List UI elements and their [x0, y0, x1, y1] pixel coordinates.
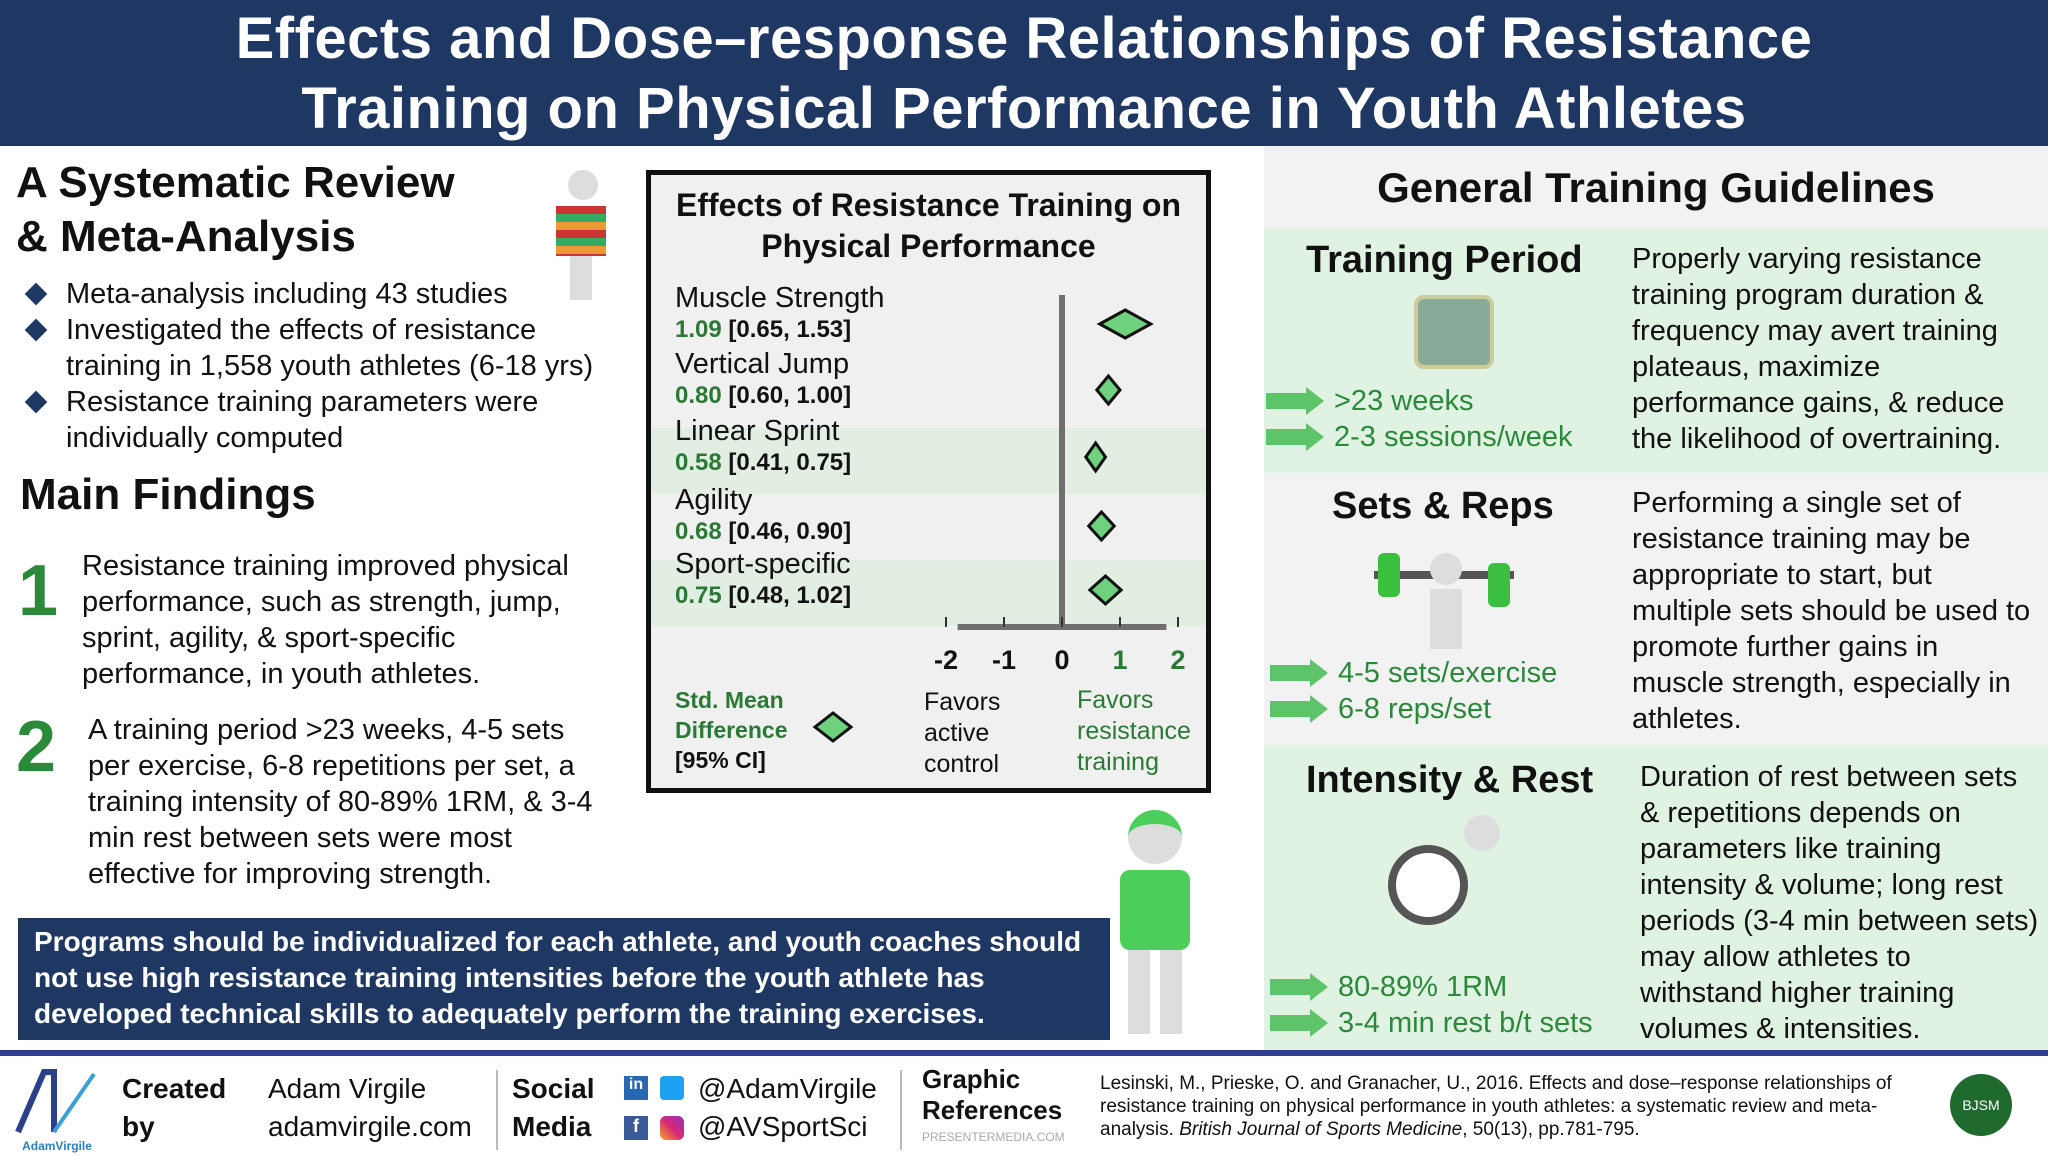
coach-figure-icon: [1098, 810, 1228, 1035]
footer: AdamVirgile Created by Adam Virgile adamvi…: [0, 1050, 2048, 1153]
section-description: Duration of rest between sets & repetiti…: [1640, 761, 2039, 1045]
finding-text: A training period >23 weeks, 4-5 sets pe…: [88, 714, 593, 890]
ci-value: [0.60, 1.00]: [728, 382, 852, 409]
smd-value: 0.58: [675, 449, 722, 476]
figure-books-icon: [556, 170, 606, 300]
guideline-item: 80-89% 1RM: [1268, 969, 1507, 1005]
section-description: Performing a single set of resistance tr…: [1632, 487, 2031, 735]
figure-icon: [1464, 815, 1500, 851]
outcome-label: Muscle Strength: [675, 282, 885, 314]
finding-number: 2: [16, 707, 57, 787]
effect-diamond: [1096, 308, 1154, 340]
graphic-source: PRESENTERMEDIA.COM: [922, 1130, 1065, 1144]
review-heading: A Systematic Review & Meta-Analysis: [16, 158, 455, 261]
creator-site-link[interactable]: adamvirgile.com: [268, 1111, 472, 1142]
legend-diamond: [812, 711, 854, 743]
findings-heading: Main Findings: [20, 470, 316, 519]
guidelines-panel: General Training Guidelines Training Per…: [1264, 146, 2048, 1051]
legend: Std. Mean Difference [95% CI]: [675, 685, 787, 775]
effect-diamond: [1087, 573, 1124, 607]
page-header: Effects and Dose–response Relationships …: [0, 0, 2048, 146]
social-handles: @AdamVirgile @AVSportSci: [698, 1070, 877, 1146]
x-tick-label: 2: [1170, 645, 1185, 675]
section-title: Training Period: [1306, 239, 1583, 281]
outcome-label: Linear Sprint: [675, 415, 840, 447]
section-title: Sets & Reps: [1332, 485, 1554, 527]
stopwatch-icon: [1388, 845, 1468, 925]
section-title: Intensity & Rest: [1306, 759, 1594, 801]
smd-value: 0.80: [675, 382, 722, 409]
ci-value: [0.46, 0.90]: [728, 518, 852, 545]
creator-name: Adam Virgile: [268, 1073, 427, 1104]
effect-diamond: [1086, 509, 1117, 543]
bullet-item: Meta-analysis including 43 studies: [22, 276, 508, 312]
divider: [900, 1070, 902, 1150]
outcome-label: Agility: [675, 484, 753, 516]
bjsm-approved-badge: BJSM: [1950, 1074, 2012, 1136]
bullet-item: Resistance training parameters were indi…: [22, 384, 622, 456]
x-tick-label: 0: [1054, 645, 1069, 675]
x-tick-label: 1: [1112, 645, 1127, 675]
guideline-item: >23 weeks: [1264, 383, 1473, 419]
title-line-1: Effects and Dose–response Relationships …: [235, 6, 1813, 71]
effect-diamond: [1083, 440, 1108, 474]
guideline-item: 2-3 sessions/week: [1264, 419, 1573, 455]
smd-value: 0.68: [675, 518, 722, 545]
ci-value: [0.41, 0.75]: [728, 449, 852, 476]
ci-value: [0.65, 1.53]: [728, 316, 852, 343]
outcome-value: 1.09 [0.65, 1.53]: [675, 315, 851, 345]
twitter-icon[interactable]: [660, 1076, 684, 1100]
created-by-label: Created by: [122, 1073, 227, 1142]
calendar-icon: [1414, 295, 1494, 369]
finding-text: Resistance training improved physical pe…: [82, 550, 569, 690]
adamvirgile-logo: AdamVirgile: [14, 1068, 100, 1156]
guideline-item: 4-5 sets/exercise: [1268, 655, 1557, 691]
outcome-value: 0.75 [0.48, 1.02]: [675, 581, 851, 611]
row-band: [651, 428, 1206, 494]
forest-plot-svg: -2 -1 0 1 2: [812, 295, 1186, 743]
section-intensity-rest: Intensity & Rest 80-89% 1RM 3-4 min rest…: [1264, 745, 2048, 1051]
guideline-item: 6-8 reps/set: [1268, 691, 1491, 727]
handle-link[interactable]: @AVSportSci: [698, 1111, 868, 1142]
weightlifter-icon: [1374, 553, 1514, 653]
forest-plot: Effects of Resistance Training on Physic…: [646, 170, 1211, 793]
favors-control-label: Favors active control: [924, 688, 1001, 778]
legend-label: Difference: [675, 717, 788, 743]
section-sets-reps: Sets & Reps 4-5 sets/exercise 6-8 reps/s…: [1264, 473, 2048, 745]
social-media-label: Social Media: [512, 1073, 595, 1142]
outcome-value: 0.58 [0.41, 0.75]: [675, 448, 851, 478]
legend-ci: [95% CI]: [675, 747, 766, 773]
bullet-item: Investigated the effects of resistance t…: [22, 312, 622, 384]
facebook-icon[interactable]: f: [624, 1116, 648, 1140]
guidelines-title: General Training Guidelines: [1377, 164, 1935, 211]
outcome-label: Sport-specific: [675, 548, 851, 580]
smd-value: 0.75: [675, 582, 722, 609]
linkedin-icon[interactable]: in: [624, 1076, 648, 1100]
outcome-label: Vertical Jump: [675, 348, 850, 380]
creator-info: Adam Virgile adamvirgile.com: [268, 1070, 472, 1146]
outcome-value: 0.80 [0.60, 1.00]: [675, 381, 851, 411]
section-training-period: Training Period >23 weeks 2-3 sessions/w…: [1264, 229, 2048, 473]
favors-training-label: Favors resistance training: [1077, 686, 1191, 776]
effect-diamond: [1094, 373, 1122, 407]
chart-title: Effects of Resistance Training on Physic…: [676, 187, 1181, 264]
guideline-item: 3-4 min rest b/t sets: [1268, 1005, 1593, 1041]
legend-label: Std. Mean: [675, 687, 784, 713]
x-tick-label: -2: [934, 645, 958, 675]
citation: Lesinski, M., Prieske, O. and Granacher,…: [1100, 1073, 1892, 1140]
graphic-references-label: Graphic References: [922, 1064, 1063, 1125]
smd-value: 1.09: [675, 316, 722, 343]
key-message-callout: Programs should be individualized for ea…: [18, 918, 1110, 1040]
outcome-value: 0.68 [0.46, 0.90]: [675, 517, 851, 547]
handle-link[interactable]: @AdamVirgile: [698, 1073, 877, 1104]
x-tick-label: -1: [992, 645, 1016, 675]
ci-value: [0.48, 1.02]: [728, 582, 852, 609]
instagram-icon[interactable]: [660, 1116, 684, 1140]
divider: [496, 1070, 498, 1150]
title-line-2: Training on Physical Performance in Yout…: [301, 76, 1747, 141]
section-description: Properly varying resistance training pro…: [1632, 243, 2005, 455]
finding-number: 1: [18, 551, 59, 631]
